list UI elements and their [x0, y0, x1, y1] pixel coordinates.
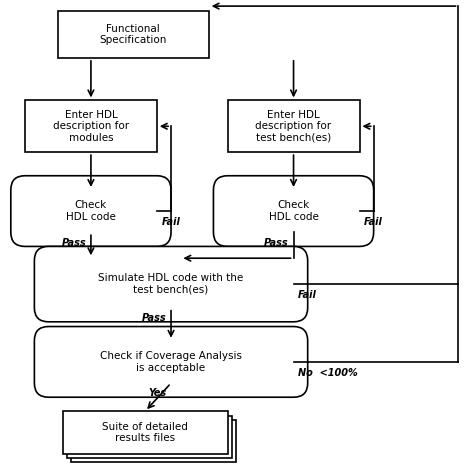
Text: Pass: Pass	[264, 237, 289, 247]
FancyBboxPatch shape	[228, 100, 359, 152]
FancyBboxPatch shape	[25, 100, 157, 152]
Text: Check
HDL code: Check HDL code	[66, 201, 116, 222]
Text: Check if Coverage Analysis
is acceptable: Check if Coverage Analysis is acceptable	[100, 351, 242, 373]
Text: Check
HDL code: Check HDL code	[269, 201, 319, 222]
Text: Enter HDL
description for
modules: Enter HDL description for modules	[53, 109, 129, 143]
FancyBboxPatch shape	[213, 176, 374, 246]
Text: Yes: Yes	[148, 389, 166, 399]
Text: Fail: Fail	[298, 290, 317, 300]
Text: Fail: Fail	[162, 217, 181, 227]
Text: Functional
Specification: Functional Specification	[100, 24, 167, 45]
Text: Fail: Fail	[364, 217, 383, 227]
FancyBboxPatch shape	[71, 420, 236, 462]
Text: Pass: Pass	[142, 313, 166, 323]
FancyBboxPatch shape	[63, 411, 228, 454]
FancyBboxPatch shape	[35, 246, 308, 322]
FancyBboxPatch shape	[35, 327, 308, 397]
Text: Pass: Pass	[62, 237, 86, 247]
Text: Simulate HDL code with the
test bench(es): Simulate HDL code with the test bench(es…	[99, 273, 244, 295]
Text: Suite of detailed
results files: Suite of detailed results files	[102, 422, 188, 443]
FancyBboxPatch shape	[11, 176, 171, 246]
FancyBboxPatch shape	[58, 11, 209, 58]
Text: No  <100%: No <100%	[298, 367, 358, 377]
Text: Enter HDL
description for
test bench(es): Enter HDL description for test bench(es)	[255, 109, 332, 143]
FancyBboxPatch shape	[67, 416, 232, 458]
